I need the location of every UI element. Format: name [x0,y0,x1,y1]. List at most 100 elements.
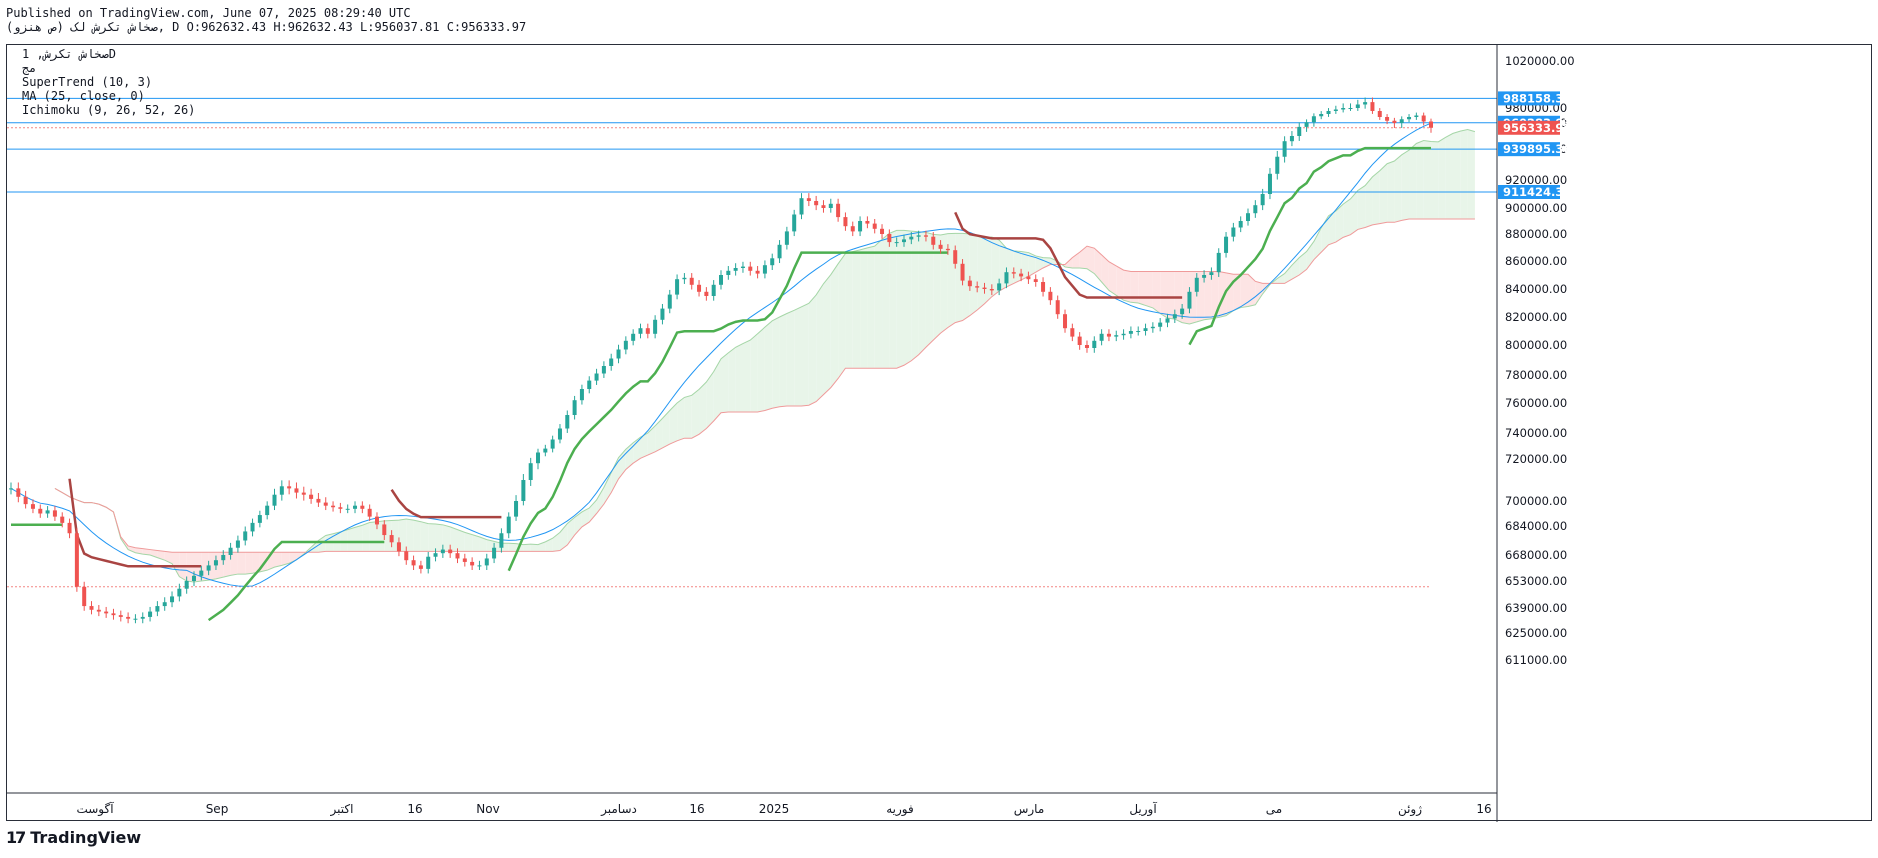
candle-body[interactable] [52,510,57,517]
candle-body[interactable] [997,283,1002,291]
candle-body[interactable] [353,505,358,509]
candle-body[interactable] [587,380,592,389]
candle-body[interactable] [740,266,745,268]
candle-body[interactable] [133,618,138,620]
candle-body[interactable] [1363,102,1368,105]
candle-body[interactable] [1311,116,1316,123]
candle-body[interactable] [550,439,555,449]
candle-body[interactable] [967,280,972,287]
candle-body[interactable] [1267,173,1272,194]
candle-body[interactable] [1421,115,1426,122]
candle-body[interactable] [184,581,189,589]
candle-body[interactable] [470,561,475,566]
candle-body[interactable] [177,588,182,597]
supertrend-up-line[interactable] [207,540,385,622]
candle-body[interactable] [1150,326,1155,329]
candle-body[interactable] [821,205,826,208]
candle-body[interactable] [96,609,101,612]
candle-body[interactable] [689,277,694,285]
candle-body[interactable] [938,244,943,249]
candle-body[interactable] [1172,314,1177,319]
candle-body[interactable] [1333,109,1338,112]
candle-body[interactable] [433,553,438,557]
candle-body[interactable] [9,488,13,490]
candle-body[interactable] [1019,273,1024,277]
candle-body[interactable] [850,226,855,232]
candle-body[interactable] [1165,318,1170,323]
candle-body[interactable] [374,516,379,525]
moving-average-line[interactable] [10,122,1432,587]
candle-body[interactable] [528,463,533,480]
candle-body[interactable] [1341,108,1346,110]
supertrend-up-line[interactable] [507,251,948,572]
candle-body[interactable] [126,616,131,619]
candle-body[interactable] [228,547,233,555]
candle-body[interactable] [572,400,577,415]
candle-body[interactable] [733,268,738,271]
candle-body[interactable] [836,203,841,218]
candle-body[interactable] [118,615,123,617]
candle-body[interactable] [265,505,270,516]
candle-body[interactable] [1033,279,1038,282]
candle-body[interactable] [60,516,65,523]
candle-body[interactable] [762,265,767,274]
candle-body[interactable] [719,275,723,285]
candle-body[interactable] [521,480,526,501]
candle-body[interactable] [1289,136,1294,142]
candle-body[interactable] [221,555,226,561]
candle-body[interactable] [492,547,497,559]
legend-ichimoku[interactable]: Ichimoku (9, 26, 52, 26) [22,103,196,117]
candle-body[interactable] [191,575,196,581]
candle-body[interactable] [1202,275,1207,278]
candle-body[interactable] [1414,115,1419,118]
candle-body[interactable] [426,556,431,569]
candle-body[interactable] [82,586,87,607]
candle-body[interactable] [111,613,116,616]
candle-body[interactable] [1407,117,1412,120]
price-chart[interactable]: 1020000.00980000.00960000.00940000.00920… [7,45,1873,822]
candle-body[interactable] [199,570,204,576]
candle-body[interactable] [1092,340,1097,348]
candle-body[interactable] [777,244,782,259]
candle-body[interactable] [667,294,672,309]
candle-body[interactable] [543,448,548,453]
candle-body[interactable] [1143,328,1148,331]
candle-body[interactable] [601,366,606,374]
candle-body[interactable] [104,611,109,614]
candle-body[interactable] [1238,221,1243,228]
candle-body[interactable] [1048,291,1053,301]
candle-body[interactable] [484,558,489,566]
candle-body[interactable] [396,542,401,552]
candle-body[interactable] [1319,114,1324,117]
candle-body[interactable] [213,560,218,566]
candle-body[interactable] [1385,117,1390,121]
candle-body[interactable] [880,228,885,234]
candle-body[interactable] [653,319,658,334]
candle-body[interactable] [726,270,731,275]
candle-body[interactable] [455,553,460,559]
candle-body[interactable] [923,235,928,237]
candle-body[interactable] [1348,108,1353,109]
candle-body[interactable] [828,203,833,208]
candle-body[interactable] [1158,322,1163,327]
candle-body[interactable] [440,549,445,554]
candle-body[interactable] [294,488,299,493]
candle-body[interactable] [382,524,387,536]
candle-body[interactable] [404,551,409,561]
candle-body[interactable] [704,291,709,296]
candle-body[interactable] [243,531,248,541]
candle-body[interactable] [1128,331,1133,334]
candle-body[interactable] [1114,335,1119,337]
candle-body[interactable] [1106,333,1111,337]
candle-body[interactable] [140,616,145,619]
candle-body[interactable] [711,284,716,296]
candle-body[interactable] [748,266,753,271]
candle-body[interactable] [309,494,314,499]
candle-body[interactable] [579,389,584,401]
candle-body[interactable] [982,287,987,289]
candle-body[interactable] [697,284,702,292]
candle-body[interactable] [872,223,877,229]
candle-body[interactable] [945,248,950,251]
candle-body[interactable] [989,289,994,291]
candle-body[interactable] [448,549,453,554]
